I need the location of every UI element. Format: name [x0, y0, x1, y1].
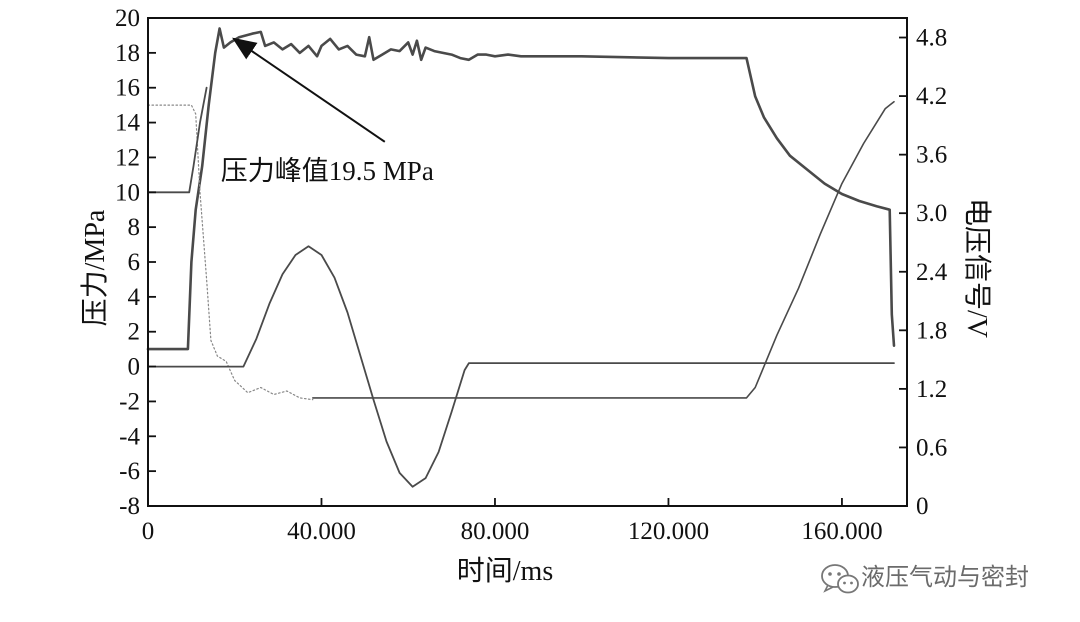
y-left-tick-label: 12	[115, 144, 140, 171]
series-line-5	[147, 245, 895, 488]
series-line-2	[147, 104, 314, 401]
series-line-4	[147, 86, 208, 194]
annotation-label: 压力峰值19.5 MPa	[221, 156, 434, 186]
x-tick-label: 160.000	[801, 518, 882, 545]
watermark: 液压气动与密封	[821, 563, 1029, 594]
y-right-tick-label: 0	[916, 493, 929, 520]
annotation-layer: 压力峰值19.5 MPa	[221, 37, 434, 186]
y-left-tick-label: 2	[128, 319, 141, 346]
y-axis-left-label: 压力/MPa	[79, 209, 111, 326]
y-right-tick-label: 1.8	[916, 317, 947, 344]
y-left-tick-label: 18	[115, 40, 140, 67]
y-right-tick-label: 3.0	[916, 200, 947, 227]
y-left-tick-label: 6	[128, 249, 141, 276]
y-left-tick-label: 16	[115, 75, 140, 102]
x-tick-label: 40.000	[287, 518, 356, 545]
y-right-tick-label: 2.4	[916, 259, 948, 286]
y-right-tick-label: 3.6	[916, 142, 947, 169]
x-tick-label: 0	[142, 518, 155, 545]
y-right-tick-label: 0.6	[916, 434, 947, 461]
y-left-tick-label: 10	[115, 179, 140, 206]
series-line-1	[146, 27, 896, 351]
annotation-arrow	[232, 37, 386, 143]
series-line-3	[312, 100, 895, 399]
y-left-tick-label: -4	[119, 423, 140, 450]
series-layer	[146, 27, 896, 488]
y-left-tick-label: 8	[128, 214, 141, 241]
x-tick-label: 80.000	[461, 518, 530, 545]
ticks-layer: 0 40.000 80.000 120.000 160.000 -8 -6 -4 -2 0 2 4 6 8…	[115, 5, 948, 545]
x-tick-label: 120.000	[628, 518, 709, 545]
y-left-tick-label: -2	[119, 388, 140, 415]
y-right-tick-label: 1.2	[916, 376, 947, 403]
y-right-tick-label: 4.2	[916, 83, 947, 110]
y-left-tick-label: 14	[115, 110, 141, 137]
y-left-tick-label: -6	[119, 458, 140, 485]
y-left-tick-label: 0	[128, 354, 141, 381]
watermark-text: 液压气动与密封	[861, 563, 1029, 591]
x-axis-label: 时间/ms	[457, 555, 553, 587]
y-right-tick-label: 4.8	[916, 25, 947, 52]
y-left-tick-label: 4	[128, 284, 141, 311]
y-left-tick-label: -8	[119, 493, 140, 520]
plot-frame	[147, 17, 908, 507]
y-axis-right-label: 电压信号/V	[961, 198, 993, 338]
wechat-icon	[821, 564, 859, 594]
y-left-tick-label: 20	[115, 5, 140, 32]
